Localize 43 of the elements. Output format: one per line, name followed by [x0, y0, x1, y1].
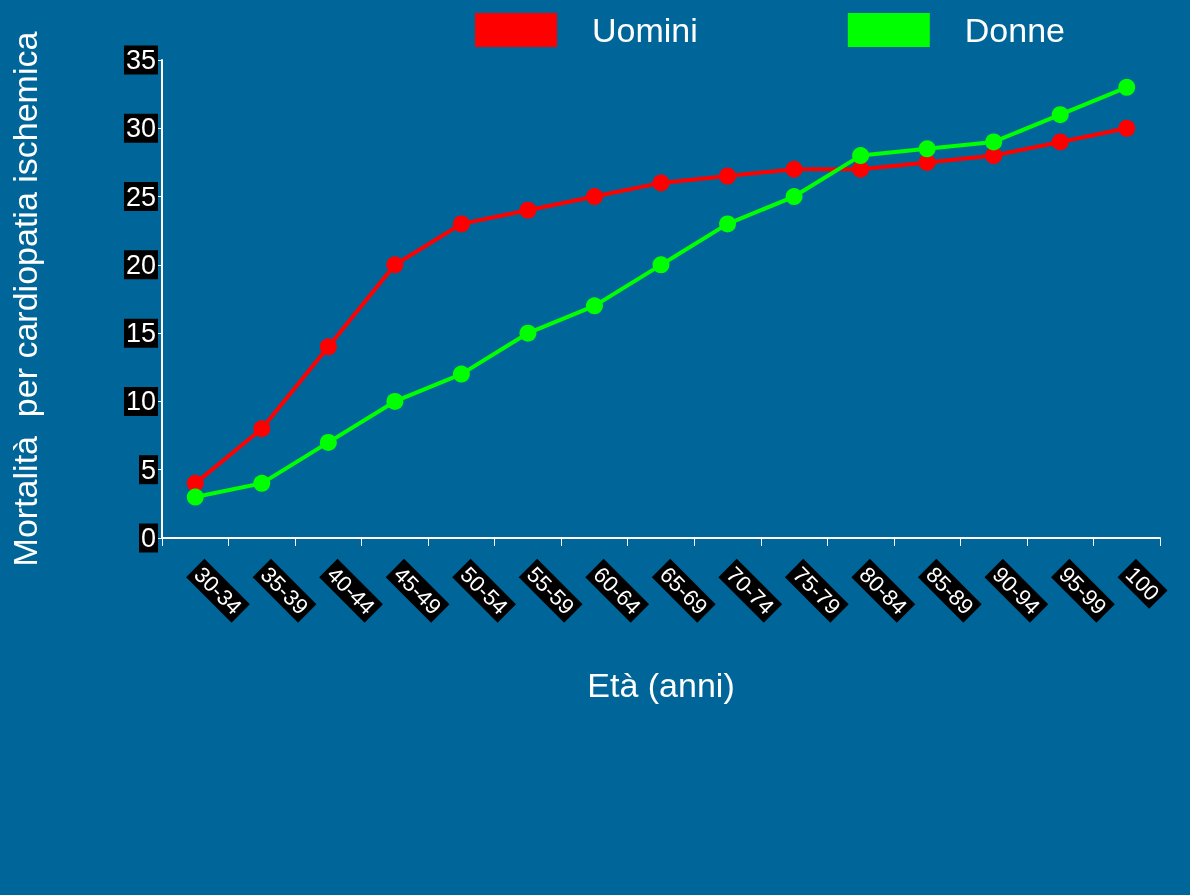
point — [585, 297, 603, 315]
point — [452, 215, 470, 233]
point — [852, 147, 870, 165]
point — [918, 153, 936, 171]
point — [319, 433, 337, 451]
point — [253, 420, 271, 438]
point — [985, 147, 1003, 165]
point — [785, 188, 803, 206]
point — [1051, 106, 1069, 124]
point — [386, 256, 404, 274]
y-tick-label: 0 — [140, 523, 156, 553]
legend-label: Uomini — [592, 11, 698, 49]
point — [585, 188, 603, 206]
y-tick-label: 10 — [125, 386, 156, 417]
point — [719, 167, 737, 185]
point — [186, 474, 204, 492]
point — [519, 324, 537, 342]
point — [186, 488, 204, 506]
point — [386, 392, 404, 410]
y-tick-label: 20 — [125, 249, 156, 280]
point — [452, 365, 470, 383]
point — [319, 338, 337, 356]
y-tick-label: 25 — [125, 181, 156, 212]
point — [1051, 133, 1069, 151]
point — [1118, 78, 1136, 96]
y-axis-title: Mortalità per cardiopatia ischemica — [6, 31, 44, 567]
point — [785, 160, 803, 178]
y-tick-label: 15 — [125, 318, 156, 349]
y-tick-label: 5 — [140, 454, 156, 485]
point — [519, 201, 537, 219]
point — [852, 160, 870, 178]
point — [985, 133, 1003, 151]
point — [652, 174, 670, 192]
x-tick-label: 100 — [1120, 561, 1165, 606]
point — [719, 215, 737, 233]
legend-label: Donne — [964, 11, 1065, 49]
point — [918, 140, 936, 158]
point — [253, 474, 271, 492]
x-axis-title: Età (anni) — [587, 666, 735, 704]
y-tick-label: 30 — [125, 113, 156, 144]
y-tick-label: 35 — [125, 45, 156, 75]
point — [1118, 119, 1136, 137]
point — [652, 256, 670, 274]
